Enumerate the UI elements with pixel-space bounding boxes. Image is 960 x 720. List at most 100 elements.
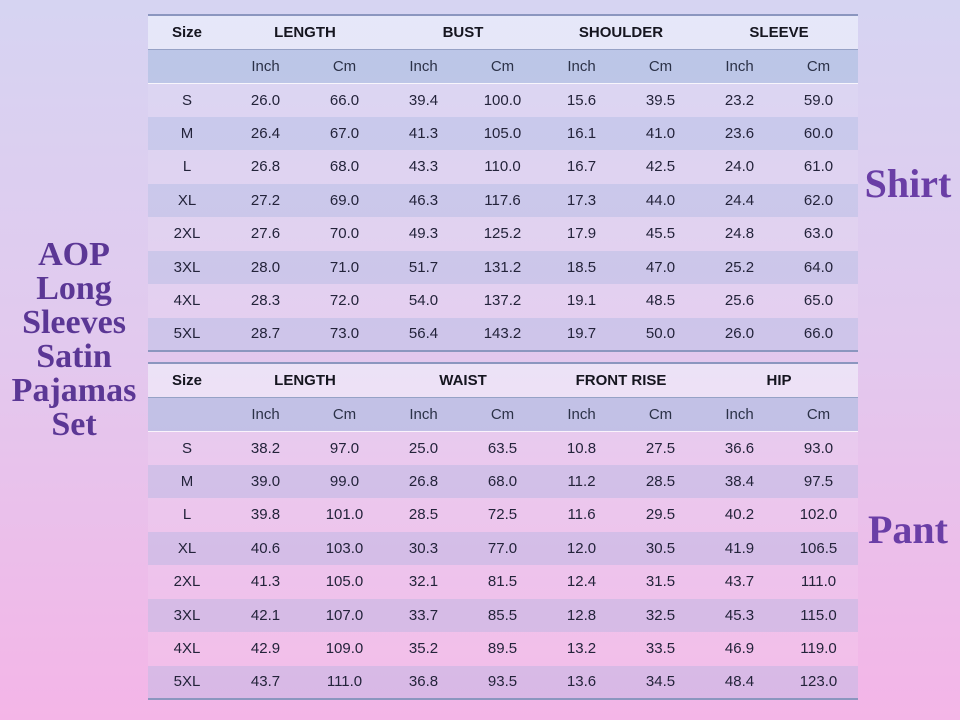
value-cell: 27.5: [645, 439, 676, 457]
value-cell: 65.0: [803, 292, 834, 310]
value-cell: 39.5: [645, 91, 676, 109]
value-cell: 26.0: [250, 91, 281, 109]
unit-header-spacer: [148, 49, 226, 83]
value-cell: 33.5: [645, 640, 676, 658]
value-cell: 23.6: [724, 124, 755, 142]
size-cell: L: [182, 158, 192, 176]
value-cell: 42.5: [645, 158, 676, 176]
value-cell: 105.0: [483, 124, 522, 142]
value-cell: 110.0: [484, 158, 521, 176]
measure-group-header: BUST: [442, 23, 484, 41]
unit-header: Inch: [409, 405, 438, 423]
product-title: AOP Long Sleeves Satin Pajamas Set: [0, 238, 148, 442]
value-cell: 28.3: [250, 292, 281, 310]
value-cell: 17.9: [566, 225, 597, 243]
measure-group-header: LENGTH: [274, 371, 336, 389]
size-row: 2XL 41.3 105.0 32.1 81.5 12.4 31.5 43.7 111.0: [148, 565, 858, 599]
value-cell: 25.6: [724, 292, 755, 310]
value-cell: 143.2: [483, 325, 522, 343]
value-cell: 105.0: [325, 573, 364, 591]
unit-header: Inch: [251, 57, 280, 75]
unit-header: Cm: [332, 405, 357, 423]
size-cell: L: [182, 506, 192, 524]
size-row: 3XL 28.0 71.0 51.7 131.2 18.5 47.0 25.2 64.0: [148, 250, 858, 284]
value-cell: 119.0: [800, 640, 837, 658]
unit-header-row: Inch Cm Inch Cm Inch Cm Inch Cm: [148, 397, 858, 431]
pant-label: Pant: [868, 507, 948, 552]
value-cell: 81.5: [487, 573, 518, 591]
product-title-line: Pajamas: [11, 372, 137, 409]
value-cell: 117.6: [484, 191, 521, 209]
value-cell: 40.6: [250, 539, 281, 557]
value-cell: 93.5: [487, 673, 518, 691]
shirt-label: Shirt: [864, 161, 952, 206]
value-cell: 49.3: [408, 225, 439, 243]
value-cell: 29.5: [645, 506, 676, 524]
size-cell: 3XL: [173, 606, 201, 624]
unit-header: Inch: [567, 405, 596, 423]
value-cell: 32.1: [408, 573, 439, 591]
value-cell: 12.8: [566, 606, 597, 624]
value-cell: 101.0: [325, 506, 364, 524]
value-cell: 24.8: [724, 225, 755, 243]
value-cell: 16.7: [566, 158, 597, 176]
value-cell: 19.7: [566, 325, 597, 343]
value-cell: 103.0: [325, 539, 364, 557]
size-row: M 26.4 67.0 41.3 105.0 16.1 41.0 23.6 60.0: [148, 116, 858, 150]
value-cell: 47.0: [645, 258, 676, 276]
value-cell: 41.3: [408, 124, 439, 142]
size-row: XL 40.6 103.0 30.3 77.0 12.0 30.5 41.9 106.5: [148, 531, 858, 565]
group-header-row: Size LENGTH BUST SHOULDER SLEEVE: [148, 15, 858, 49]
value-cell: 39.8: [250, 506, 281, 524]
value-cell: 26.0: [724, 325, 755, 343]
value-cell: 111.0: [800, 573, 837, 591]
measure-group-header: LENGTH: [274, 23, 336, 41]
value-cell: 25.0: [408, 439, 439, 457]
unit-header-spacer: [148, 397, 226, 431]
value-cell: 46.9: [724, 640, 755, 658]
value-cell: 27.2: [250, 191, 281, 209]
value-cell: 97.0: [329, 439, 360, 457]
value-cell: 102.0: [799, 506, 838, 524]
value-cell: 16.1: [566, 124, 597, 142]
value-cell: 69.0: [329, 191, 360, 209]
unit-header: Inch: [725, 57, 754, 75]
size-cell: 3XL: [173, 258, 201, 276]
value-cell: 68.0: [487, 472, 518, 490]
value-cell: 45.5: [645, 225, 676, 243]
value-cell: 36.8: [408, 673, 439, 691]
size-row: 5XL 43.7 111.0 36.8 93.5 13.6 34.5 48.4 123.0: [148, 665, 858, 699]
value-cell: 48.4: [724, 673, 755, 691]
product-title-line: Sleeves: [22, 304, 126, 341]
unit-header: Cm: [648, 405, 673, 423]
value-cell: 50.0: [645, 325, 676, 343]
value-cell: 64.0: [803, 258, 834, 276]
value-cell: 43.3: [408, 158, 439, 176]
size-cell: 4XL: [173, 292, 201, 310]
value-cell: 28.5: [408, 506, 439, 524]
value-cell: 63.5: [487, 439, 518, 457]
unit-header: Inch: [567, 57, 596, 75]
unit-header: Inch: [409, 57, 438, 75]
value-cell: 62.0: [803, 191, 834, 209]
value-cell: 99.0: [329, 472, 360, 490]
shirt-size-table: Size LENGTH BUST SHOULDER SLEEVE Inch Cm Inch Cm…: [148, 14, 858, 352]
size-column-header: Size: [171, 23, 202, 41]
value-cell: 72.0: [329, 292, 360, 310]
value-cell: 19.1: [566, 292, 597, 310]
measure-group-header: SLEEVE: [749, 23, 809, 41]
value-cell: 70.0: [329, 225, 360, 243]
size-cell: 5XL: [173, 673, 201, 691]
size-row: 4XL 42.9 109.0 35.2 89.5 13.2 33.5 46.9 119.0: [148, 632, 858, 666]
value-cell: 12.4: [566, 573, 597, 591]
size-column-header: Size: [171, 371, 202, 389]
value-cell: 30.3: [408, 539, 439, 557]
value-cell: 137.2: [483, 292, 522, 310]
unit-header: Cm: [490, 57, 515, 75]
group-header-row: Size LENGTH WAIST FRONT RISE HIP: [148, 363, 858, 397]
size-cell: 5XL: [173, 325, 201, 343]
size-row: L 39.8 101.0 28.5 72.5 11.6 29.5 40.2 102.0: [148, 498, 858, 532]
value-cell: 13.6: [566, 673, 597, 691]
value-cell: 59.0: [803, 91, 834, 109]
